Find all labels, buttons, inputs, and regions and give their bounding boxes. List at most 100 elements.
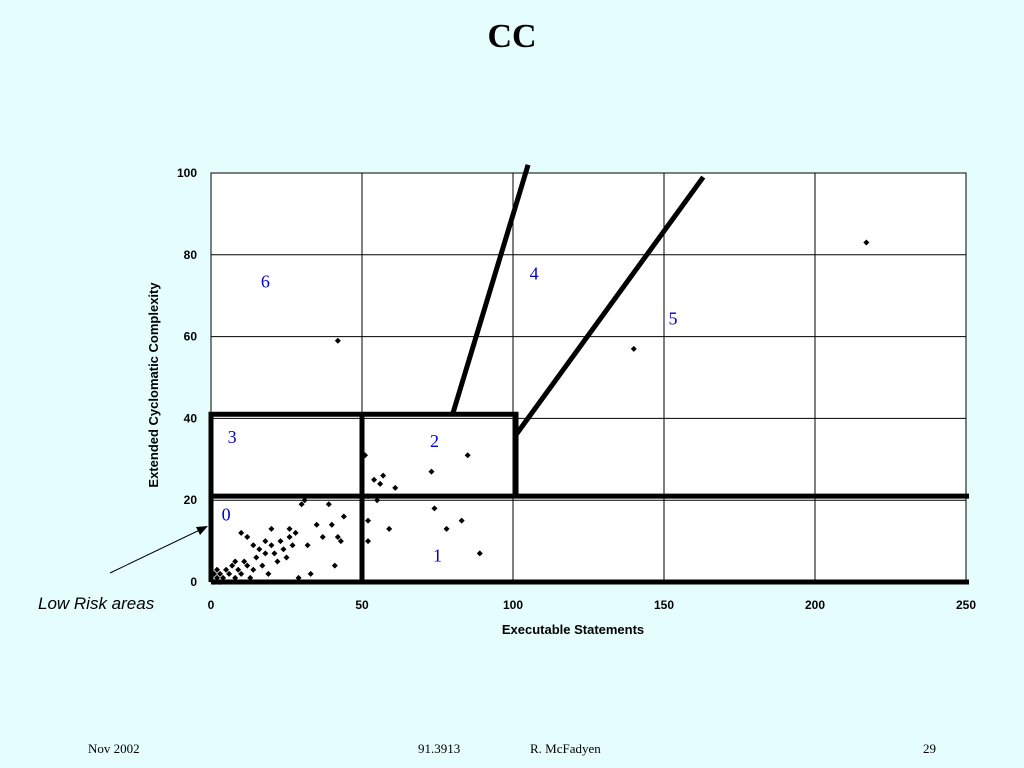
data-point-43 [313, 521, 320, 528]
region-label-0: 0 [222, 505, 231, 525]
data-point-36 [232, 558, 239, 565]
data-point-9 [229, 562, 236, 569]
risk-boundary-4 [450, 164, 531, 416]
data-point-18 [256, 546, 263, 553]
data-point-48 [334, 534, 341, 541]
data-point-55 [371, 476, 378, 483]
footer-date: Nov 2002 [88, 741, 140, 756]
footer-course: 91.3913 [418, 741, 461, 756]
data-point-11 [235, 566, 242, 573]
data-point-65 [464, 452, 471, 459]
data-point-40 [301, 497, 308, 504]
data-point-38 [295, 574, 302, 581]
data-point-56 [374, 497, 381, 504]
data-point-13 [241, 558, 248, 565]
callout-arrow [109, 526, 207, 574]
data-point-0 [211, 579, 218, 585]
data-point-68 [630, 345, 637, 352]
data-point-28 [286, 525, 293, 532]
region-label-6: 6 [261, 272, 270, 292]
data-point-16 [250, 566, 257, 573]
footer-author: R. McFadyen [530, 741, 601, 756]
plot-area [210, 172, 967, 583]
y-tick-labels: 0 20 40 60 80 100 [177, 166, 197, 589]
x-tick-label-2: 100 [503, 598, 523, 612]
data-point-69 [863, 239, 870, 246]
y-axis-label: Extended Cyclomatic Complexity [146, 282, 161, 488]
data-point-26 [280, 546, 287, 553]
data-point-37 [250, 542, 257, 549]
data-point-1 [214, 574, 221, 581]
region-label-5: 5 [669, 308, 678, 328]
callout-arrowhead [196, 526, 208, 535]
data-point-32 [244, 534, 251, 541]
data-point-27 [283, 554, 290, 561]
data-point-12 [238, 570, 245, 577]
data-point-7 [223, 566, 230, 573]
data-point-14 [244, 562, 251, 569]
x-tick-label-5: 250 [956, 598, 976, 612]
data-point-45 [325, 501, 332, 508]
data-point-23 [271, 550, 278, 557]
data-point-21 [265, 570, 272, 577]
risk-boundary-5 [513, 175, 706, 437]
data-point-20 [262, 538, 269, 545]
data-point-50 [340, 513, 347, 520]
data-point-49 [337, 538, 344, 545]
data-point-62 [431, 505, 438, 512]
data-point-52 [365, 493, 372, 500]
region-label-4: 4 [530, 263, 539, 283]
data-point-17 [253, 554, 260, 561]
data-point-42 [307, 570, 314, 577]
region-labels: 0 1 2 3 4 5 6 [222, 263, 678, 565]
data-point-33 [268, 525, 275, 532]
y-tick-label-5: 100 [177, 166, 197, 180]
data-point-3 [211, 570, 218, 577]
x-tick-labels: 0 50 100 150 200 250 [208, 598, 977, 612]
region-label-2: 2 [430, 431, 439, 451]
data-point-19 [259, 562, 266, 569]
data-points [211, 239, 870, 585]
data-point-46 [328, 521, 335, 528]
footer-page-number: 29 [923, 741, 936, 756]
data-point-66 [476, 550, 483, 557]
data-point-5 [217, 570, 224, 577]
data-point-6 [220, 574, 227, 581]
x-tick-label-3: 150 [654, 598, 674, 612]
x-tick-label-0: 0 [208, 598, 215, 612]
data-point-39 [298, 501, 305, 508]
data-point-30 [292, 529, 299, 536]
data-point-60 [392, 484, 399, 491]
data-point-67 [334, 337, 341, 344]
region-label-1: 1 [433, 546, 442, 566]
low-risk-callout: Low Risk areas [38, 594, 155, 613]
y-tick-label-2: 40 [184, 411, 198, 425]
y-tick-label-4: 80 [184, 248, 198, 262]
data-point-57 [377, 480, 384, 487]
data-point-35 [286, 534, 293, 541]
x-tick-label-4: 200 [805, 598, 825, 612]
data-point-64 [458, 517, 465, 524]
data-point-34 [262, 550, 269, 557]
data-point-2 [217, 579, 224, 585]
data-point-61 [428, 468, 435, 475]
data-point-29 [289, 542, 296, 549]
data-point-22 [268, 542, 275, 549]
slide-title: CC [487, 18, 537, 55]
data-point-63 [443, 525, 450, 532]
data-point-4 [214, 566, 221, 573]
data-point-24 [274, 558, 281, 565]
region-label-3: 3 [228, 427, 237, 447]
data-point-25 [277, 538, 284, 545]
risk-boundaries [208, 164, 970, 585]
y-tick-label-0: 0 [190, 575, 197, 589]
y-tick-label-3: 60 [184, 330, 198, 344]
data-point-31 [238, 529, 245, 536]
data-point-44 [319, 534, 326, 541]
data-point-54 [365, 538, 372, 545]
data-point-58 [380, 472, 387, 479]
y-tick-label-1: 20 [184, 493, 198, 507]
data-point-53 [365, 517, 372, 524]
data-point-15 [247, 574, 254, 581]
